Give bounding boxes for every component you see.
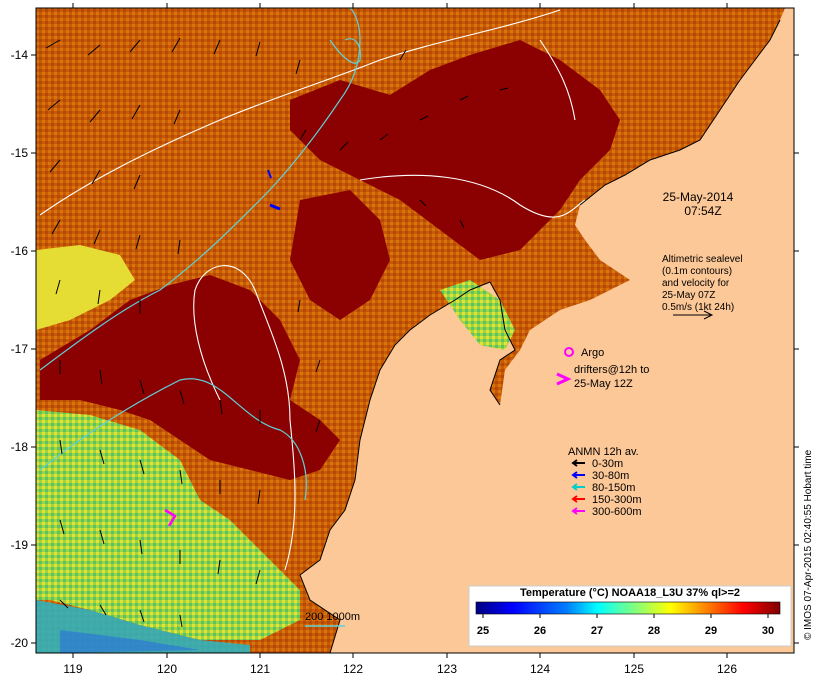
y-tick-label: -15 <box>11 146 29 160</box>
blue-strip <box>60 630 200 653</box>
x-tick-label: 124 <box>530 662 550 676</box>
drifters-legend: drifters@12h to 25-May 12Z <box>556 364 649 390</box>
bathymetry-contours <box>39 7 361 501</box>
date-label: 25-May-2014 <box>663 190 734 204</box>
altimetry-legend: Altimetric sealevel(0.1m contours)and ve… <box>662 254 743 313</box>
land <box>300 8 794 653</box>
argo-legend: Argo <box>564 347 604 359</box>
argo-marker <box>564 347 574 357</box>
x-axis: 119 120 121 122 123 124 125 126 <box>63 3 737 676</box>
velocity-vectors <box>45 37 509 628</box>
anmn-arrow <box>571 495 585 503</box>
x-tick-label: 126 <box>717 662 737 676</box>
warm-pool-south <box>40 275 340 480</box>
warm-pool-center <box>290 190 390 320</box>
colorbar-tick-label: 30 <box>762 625 774 637</box>
altimetry-line: (0.1m contours) <box>662 266 732 277</box>
credit: © IMOS 07-Apr-2015 02:40:55 Hobart time <box>803 449 814 640</box>
anmn-item-label: 80-150m <box>592 482 635 494</box>
map-area <box>35 7 795 654</box>
coast-detail <box>299 19 781 654</box>
anmn-item-label: 30-80m <box>592 470 629 482</box>
y-tick-label: -16 <box>11 244 29 258</box>
colorbar-tick-label: 26 <box>534 625 546 637</box>
anmn-markers <box>164 169 281 527</box>
cool-region-southwest <box>36 410 300 640</box>
anmn-item-label: 150-300m <box>592 494 642 506</box>
x-tick-label: 125 <box>624 662 644 676</box>
anmn-title: ANMN 12h av. <box>568 446 639 458</box>
colorbar-tick-label: 28 <box>648 625 660 637</box>
anmn-legend: ANMN 12h av. 0-30m30-80m80-150m150-300m3… <box>568 446 642 518</box>
sealevel-contours <box>39 9 586 571</box>
warm-pool-north <box>290 40 620 260</box>
x-tick-label: 123 <box>437 662 457 676</box>
x-tick-label: 120 <box>157 662 177 676</box>
altimetry-line: and velocity for <box>662 278 730 289</box>
argo-label: Argo <box>581 347 604 359</box>
y-tick-label: -14 <box>11 48 29 62</box>
y-tick-label: -20 <box>11 636 29 650</box>
drifter-marker <box>556 372 572 386</box>
y-tick-label: -17 <box>11 342 29 356</box>
colorbar-title: Temperature (°C) NOAA18_L3U 37% ql>=2 <box>520 587 740 599</box>
anmn-arrow <box>571 507 585 515</box>
anmn-arrow <box>571 471 585 479</box>
drifters-line-2: 25-May 12Z <box>574 378 633 390</box>
anmn-item-label: 300-600m <box>592 506 642 518</box>
altimetry-line: 0.5m/s (1kt 24h) <box>662 302 734 313</box>
drifters-line-1: drifters@12h to <box>574 364 649 376</box>
x-tick-label: 119 <box>63 662 82 676</box>
colorbar-tick-label: 25 <box>477 625 489 637</box>
velocity-scale-arrow <box>673 310 714 320</box>
timestamp: 25-May-2014 07:54Z <box>663 190 734 218</box>
y-tick-label: -19 <box>11 538 29 552</box>
anmn-arrow <box>571 459 585 467</box>
depth-label: 200 1000m <box>305 611 360 623</box>
anmn-arrow <box>571 483 585 491</box>
altimetry-line: 25-May 07Z <box>662 290 715 301</box>
x-tick-label: 122 <box>343 662 363 676</box>
y-axis: -14 -15 -16 -17 -18 -19 -20 <box>11 48 799 650</box>
x-tick-label: 121 <box>250 662 270 676</box>
colorbar-tick-label: 29 <box>705 625 717 637</box>
colorbar: Temperature (°C) NOAA18_L3U 37% ql>=2 25… <box>468 585 792 647</box>
anmn-item-label: 0-30m <box>592 458 623 470</box>
depth-legend: 200 1000m <box>305 611 360 627</box>
cool-region-west <box>36 245 135 330</box>
y-tick-label: -18 <box>11 440 29 454</box>
altimetry-line: Altimetric sealevel <box>662 254 743 265</box>
colorbar-tick-label: 27 <box>591 625 603 637</box>
time-label: 07:54Z <box>684 204 721 218</box>
